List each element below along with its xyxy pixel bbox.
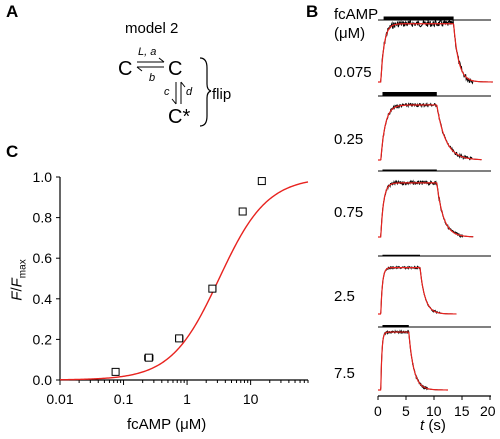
time-tick-label-0: 0 xyxy=(374,403,382,419)
fit-trace xyxy=(378,23,493,83)
rate-forward-label: L, a xyxy=(138,46,157,58)
y-axis-label-f: F xyxy=(8,291,26,301)
fit-trace xyxy=(378,182,474,238)
conc-label-3: 0.75 xyxy=(334,204,364,221)
y-tick-label: 0.0 xyxy=(33,372,53,388)
arrow-down-head xyxy=(171,98,177,105)
chart-axes xyxy=(59,177,308,381)
measured-trace xyxy=(378,329,449,391)
conc-label-5: 7.5 xyxy=(334,365,355,382)
data-point xyxy=(144,353,153,362)
measured-trace xyxy=(378,179,474,239)
data-point xyxy=(111,367,120,376)
y-tick-label: 1.0 xyxy=(33,169,53,185)
measured-trace xyxy=(378,101,482,161)
conc-label-4: 2.5 xyxy=(334,288,355,305)
state-c1: C xyxy=(118,58,133,80)
flip-brace xyxy=(199,57,212,127)
fit-trace xyxy=(378,267,457,315)
time-tick-label-20: 20 xyxy=(480,403,496,419)
y-axis-label-sub: max xyxy=(17,259,29,279)
panel-label-b: B xyxy=(306,2,319,21)
time-tick-label-10: 10 xyxy=(426,403,442,419)
x-tick-label: 0.1 xyxy=(114,391,134,407)
x-tick-label: 10 xyxy=(243,391,259,407)
y-tick-label: 0.4 xyxy=(33,291,53,307)
y-tick-label: 0.2 xyxy=(33,331,53,347)
trace-row xyxy=(378,16,493,85)
time-tick-label-5: 5 xyxy=(402,403,410,419)
fit-trace xyxy=(378,104,482,161)
y-axis-label: F/Fmax xyxy=(8,259,29,301)
arrow-forward-head xyxy=(158,57,165,63)
x-tick-label: 0.01 xyxy=(46,391,73,407)
data-point xyxy=(257,177,266,186)
panel-b-header-line1: fcAMP xyxy=(334,6,379,23)
measured-trace xyxy=(378,18,493,85)
rate-down-label: c xyxy=(164,86,170,98)
trace-row xyxy=(378,325,491,391)
trace-row xyxy=(378,254,491,315)
x-axis-label: fcAMP (μM) xyxy=(127,416,207,433)
measured-trace xyxy=(378,265,457,315)
time-axis xyxy=(377,395,491,400)
data-point xyxy=(208,284,217,293)
rate-up-label: d xyxy=(186,86,193,98)
data-point xyxy=(175,334,184,343)
y-tick-label: 0.6 xyxy=(33,250,53,266)
time-axis-label: t (s) xyxy=(420,417,446,434)
fit-trace xyxy=(378,331,449,391)
state-c-star: C* xyxy=(168,106,191,128)
time-axis-unit: (s) xyxy=(424,417,446,434)
rate-back-label: b xyxy=(149,72,156,84)
y-axis-label-f2: F xyxy=(8,278,26,288)
data-point xyxy=(238,207,247,216)
time-axis-var: t xyxy=(420,417,425,434)
y-tick-label: 0.8 xyxy=(33,210,53,226)
panel-label-c: C xyxy=(6,142,19,161)
hill-fit-curve xyxy=(59,181,309,381)
conc-label-1: 0.075 xyxy=(334,64,372,81)
trace-row xyxy=(378,169,491,239)
trace-row xyxy=(378,92,491,161)
arrow-back-head xyxy=(136,66,143,72)
dose-response-chart: 0.0 0.2 0.4 0.6 0.8 1.0 0.01 0.1 1 10 xyxy=(33,169,309,407)
state-c2: C xyxy=(168,58,183,80)
flip-label: flip xyxy=(212,86,232,103)
panel-label-a: A xyxy=(6,2,19,21)
panel-b-header-line2: (μM) xyxy=(334,25,366,42)
x-tick-label: 1 xyxy=(183,391,191,407)
arrow-up-head xyxy=(180,81,186,88)
time-tick-label-15: 15 xyxy=(454,403,470,419)
model-title: model 2 xyxy=(125,20,179,37)
scheme-arrows xyxy=(136,57,212,127)
conc-label-2: 0.25 xyxy=(334,131,364,148)
